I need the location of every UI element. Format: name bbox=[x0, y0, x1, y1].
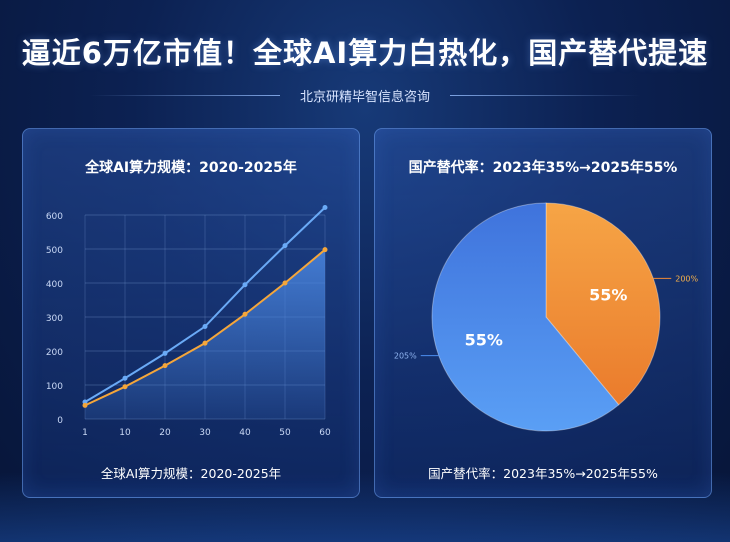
pie-slice-label: 55% bbox=[465, 330, 503, 349]
x-tick-label: 20 bbox=[159, 428, 171, 438]
subtitle-divider-left bbox=[90, 95, 280, 96]
subtitle-divider-right bbox=[450, 95, 640, 96]
page-title: 逼近6万亿市值！全球AI算力白热化，国产替代提速 bbox=[21, 36, 709, 70]
series-2-point bbox=[202, 340, 208, 346]
pie-annotation-label: 205% bbox=[394, 352, 417, 361]
y-tick-label: 100 bbox=[46, 382, 63, 392]
series-2-point bbox=[122, 384, 128, 390]
line-chart-caption: 全球AI算力规模：2020-2025年 bbox=[100, 466, 282, 481]
x-tick-label: 30 bbox=[199, 428, 211, 438]
line-chart-panel: 全球AI算力规模：2020-2025年 0 100 200 300 400 500 600 1… bbox=[22, 128, 360, 498]
y-tick-label: 0 bbox=[57, 416, 63, 426]
series-1-point bbox=[282, 243, 288, 249]
line-chart-title: 全球AI算力规模：2020-2025年 bbox=[85, 160, 297, 176]
series-2-point bbox=[242, 311, 248, 317]
series-2-point bbox=[162, 363, 168, 369]
x-tick-label: 40 bbox=[239, 428, 251, 438]
series-2-point bbox=[322, 247, 328, 253]
pie-annotation-label: 200% bbox=[675, 274, 698, 283]
series-1-point bbox=[202, 324, 208, 330]
x-tick-label: 10 bbox=[119, 428, 131, 438]
series-1-point bbox=[162, 350, 168, 356]
y-tick-label: 400 bbox=[46, 280, 63, 290]
series-1-point bbox=[322, 205, 328, 211]
y-tick-label: 600 bbox=[46, 212, 63, 222]
series-1-point bbox=[122, 375, 128, 381]
pie-chart-title: 国产替代率：2023年35%→2025年55% bbox=[408, 160, 678, 176]
pie-chart: 55% 200% 55% 205% bbox=[394, 202, 699, 432]
x-tick-label: 1 bbox=[82, 428, 88, 438]
series-2-point bbox=[82, 402, 88, 408]
page-subtitle: 北京研精毕智信息咨询 bbox=[299, 90, 430, 105]
subtitle-row: 北京研精毕智信息咨询 bbox=[0, 84, 730, 106]
line-chart: 0 100 200 300 400 500 600 1 10 20 30 40 50 60 bbox=[46, 205, 331, 438]
pie-slice-2 bbox=[431, 202, 620, 432]
y-tick-label: 200 bbox=[46, 348, 63, 358]
x-tick-label: 50 bbox=[279, 428, 291, 438]
pie-slice-label: 55% bbox=[589, 286, 627, 305]
y-tick-label: 500 bbox=[46, 246, 63, 256]
y-tick-label: 300 bbox=[46, 314, 63, 324]
series-2-point bbox=[282, 280, 288, 286]
x-tick-label: 60 bbox=[319, 428, 331, 438]
pie-chart-caption: 国产替代率：2023年35%→2025年55% bbox=[428, 466, 658, 481]
pie-chart-panel: 国产替代率：2023年35%→2025年55% 55% 200% 55% 205% 国… bbox=[374, 128, 712, 498]
series-1-point bbox=[242, 282, 248, 288]
